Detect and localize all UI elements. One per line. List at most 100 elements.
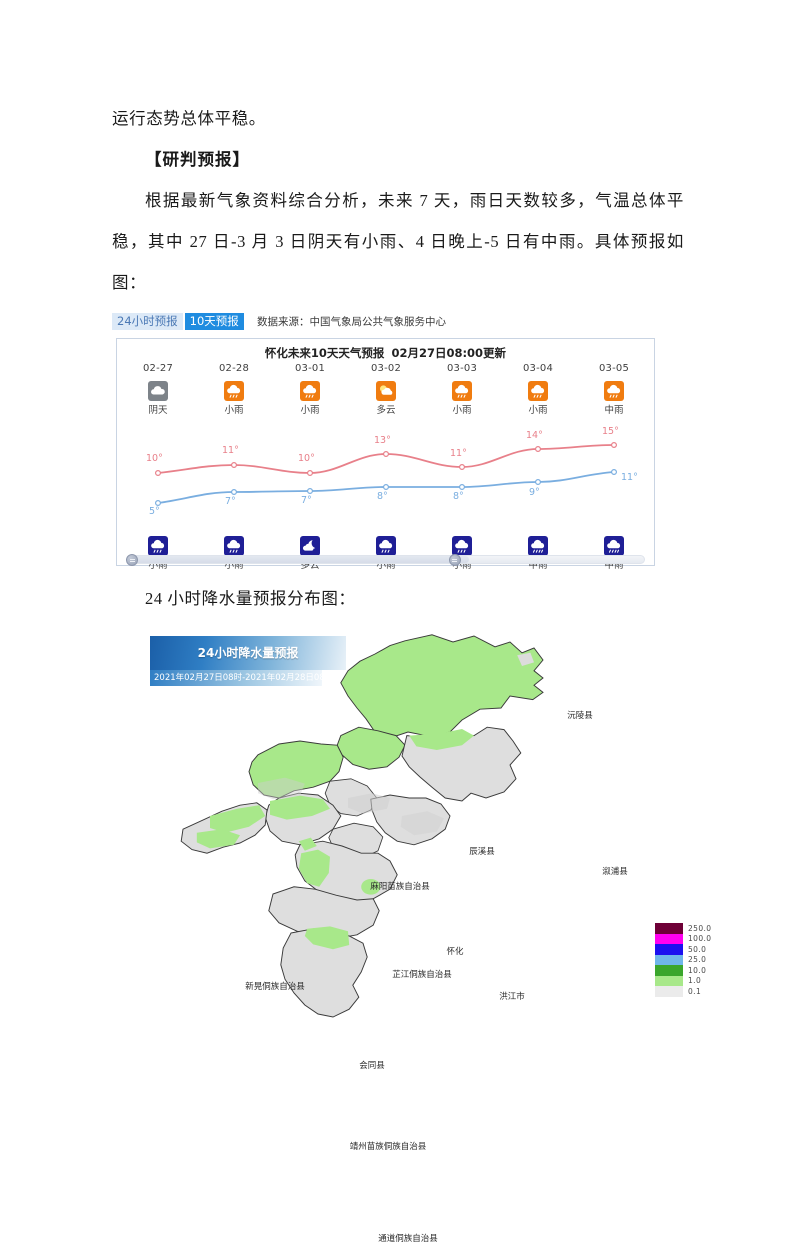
low-temp-label: 7°: [301, 495, 312, 506]
forecast-day-column[interactable]: 03-02 多云: [349, 363, 423, 416]
forecast-day-column[interactable]: 02-28 小雨: [197, 363, 271, 416]
forecast-day-condition: 小雨: [224, 405, 244, 416]
forecast-night-column[interactable]: 多云: [273, 529, 347, 571]
rain-night-icon: [376, 536, 396, 556]
map-label-jingzhou: 靖州苗族侗族自治县: [349, 1142, 427, 1152]
forecast-night-column[interactable]: 小雨: [197, 529, 271, 571]
forecast-date: 03-05: [598, 363, 630, 374]
map-label-zhijiang: 芷江侗族自治县: [392, 970, 452, 980]
rain-night-icon: [224, 536, 244, 556]
forecast-day-column[interactable]: 03-04 小雨: [501, 363, 575, 416]
legend-value: 1.0: [688, 976, 702, 986]
forecast-night-column[interactable]: 中雨: [501, 529, 575, 571]
document-page: 运行态势总体平稳。 【研判预报】 根据最新气象资料综合分析，未来 7 天，雨日天…: [112, 109, 745, 1244]
forecast-day-column[interactable]: 03-01 小雨: [273, 363, 347, 416]
section-heading: 【研判预报】: [145, 150, 250, 169]
forecast-night-condition: 小雨: [376, 560, 396, 571]
legend-swatch: [655, 954, 683, 965]
map-label-huitong: 会同县: [359, 1061, 385, 1071]
scrollbar-handle-right[interactable]: [448, 554, 461, 566]
forecast-day-condition: 阴天: [148, 405, 168, 416]
forecast-night-column[interactable]: 小雨: [425, 529, 499, 571]
forecast-day-condition: 多云: [376, 405, 396, 416]
rain-night-icon: [604, 536, 624, 556]
forecast-date: 03-03: [446, 363, 478, 374]
forecast-day-columns: 02-27 阴天 02-28 小雨 03-01: [117, 363, 656, 571]
legend-swatch: [655, 975, 683, 986]
legend-row: 10.0: [655, 965, 745, 976]
low-temp-label: 7°: [225, 496, 236, 507]
high-temp-label: 14°: [526, 430, 543, 441]
rain-orange-icon: [224, 381, 244, 401]
legend-row: 25.0: [655, 954, 745, 965]
high-temp-label: 11°: [222, 445, 239, 456]
map-period-banner: 2021年02月27日08时-2021年02月28日08时: [150, 670, 333, 686]
forecast-day-column[interactable]: 02-27 阴天: [121, 363, 195, 416]
forecast-tabs: 24小时预报 10天预报: [112, 313, 244, 330]
forecast-night-column[interactable]: 小雨: [121, 529, 195, 571]
map-period-text: 2021年02月27日08时-2021年02月28日08时: [154, 673, 334, 683]
low-temp-label: 11°: [621, 472, 638, 483]
trace-wash-2: [400, 811, 444, 836]
precip-band-huitong: [298, 849, 330, 887]
forecast-day-condition: 中雨: [604, 405, 624, 416]
forecast-title-text: 怀化未来10天天气预报: [264, 346, 385, 360]
rain-orange-icon: [528, 381, 548, 401]
high-temp-label: 10°: [298, 453, 315, 464]
forecast-day-column[interactable]: 03-05 中雨: [577, 363, 651, 416]
legend-swatch: [655, 965, 683, 976]
forecast-date: 02-28: [218, 363, 250, 374]
forecast-day-column[interactable]: 03-03 小雨: [425, 363, 499, 416]
precip-band-xinhuang: [210, 805, 266, 833]
map-label-chenxi: 辰溪县: [469, 847, 495, 857]
precipitation-legend: 250.0 100.0 50.0 25.0 10.0 1.0: [655, 923, 745, 997]
forecast-date: 03-04: [522, 363, 554, 374]
paragraph-line-1: 运行态势总体平稳。: [112, 109, 266, 128]
map-label-hongjiang: 洪江市: [499, 992, 525, 1002]
forecast-panel-title: 怀化未来10天天气预报 02月27日08:00更新: [117, 345, 654, 361]
forecast-night-condition: 中雨: [528, 560, 548, 571]
legend-row: 250.0: [655, 923, 745, 934]
region-jingzhou: [268, 886, 380, 939]
scrollbar-handle-left[interactable]: [126, 554, 138, 566]
rain-night-icon: [148, 536, 168, 556]
high-temp-label: 10°: [146, 453, 163, 464]
legend-value: 250.0: [688, 923, 712, 933]
forecast-date: 02-27: [142, 363, 174, 374]
legend-value: 50.0: [688, 944, 707, 954]
forecast-night-condition: 小雨: [224, 560, 244, 571]
map-label-mayang: 麻阳苗族自治县: [370, 882, 430, 892]
forecast-scrollbar[interactable]: [126, 554, 645, 566]
precip-patch-connector: [298, 837, 317, 851]
trace-wash-1: [348, 793, 390, 814]
legend-value: 10.0: [688, 965, 707, 975]
forecast-night-column[interactable]: 小雨: [349, 529, 423, 571]
forecast-day-condition: 小雨: [452, 405, 472, 416]
legend-row: 1.0: [655, 975, 745, 986]
weather-forecast-widget: 24小时预报 10天预报 数据来源：中国气象局公共气象服务中心 怀化未来10天天…: [112, 313, 659, 571]
map-label-yuanling: 沅陵县: [567, 711, 593, 721]
map-label-tongdao: 通道侗族自治县: [378, 1234, 438, 1244]
forecast-night-column[interactable]: 中雨: [577, 529, 651, 571]
tab-10-day-forecast[interactable]: 10天预报: [184, 313, 244, 330]
temperature-chart: 10° 11° 10° 13° 11° 14° 15° 5° 7° 7° 8° …: [117, 426, 656, 525]
precip-band-xinhuang-2: [196, 829, 240, 849]
precip-band-xupu: [409, 729, 474, 750]
forecast-day-condition: 小雨: [528, 405, 548, 416]
legend-value: 0.1: [688, 986, 702, 996]
legend-row: 0.1: [655, 986, 745, 997]
trace-wash-3: [258, 777, 305, 800]
legend-swatch: [655, 933, 683, 944]
high-temp-label: 11°: [450, 448, 467, 459]
low-temp-label: 9°: [529, 487, 540, 498]
data-source-label: 数据来源：中国气象局公共气象服务中心: [257, 316, 446, 328]
scrollbar-track-fill: [130, 556, 470, 563]
legend-swatch: [655, 986, 683, 997]
tab-24-hour-forecast[interactable]: 24小时预报: [112, 313, 183, 330]
low-temp-label: 8°: [377, 491, 388, 502]
partly-cloudy-icon: [376, 381, 396, 401]
map-label-xinhuang: 新晃侗族自治县: [245, 982, 305, 992]
legend-swatch: [655, 944, 683, 955]
forecast-night-condition: 小雨: [452, 560, 472, 571]
forecast-night-condition: 中雨: [604, 560, 624, 571]
